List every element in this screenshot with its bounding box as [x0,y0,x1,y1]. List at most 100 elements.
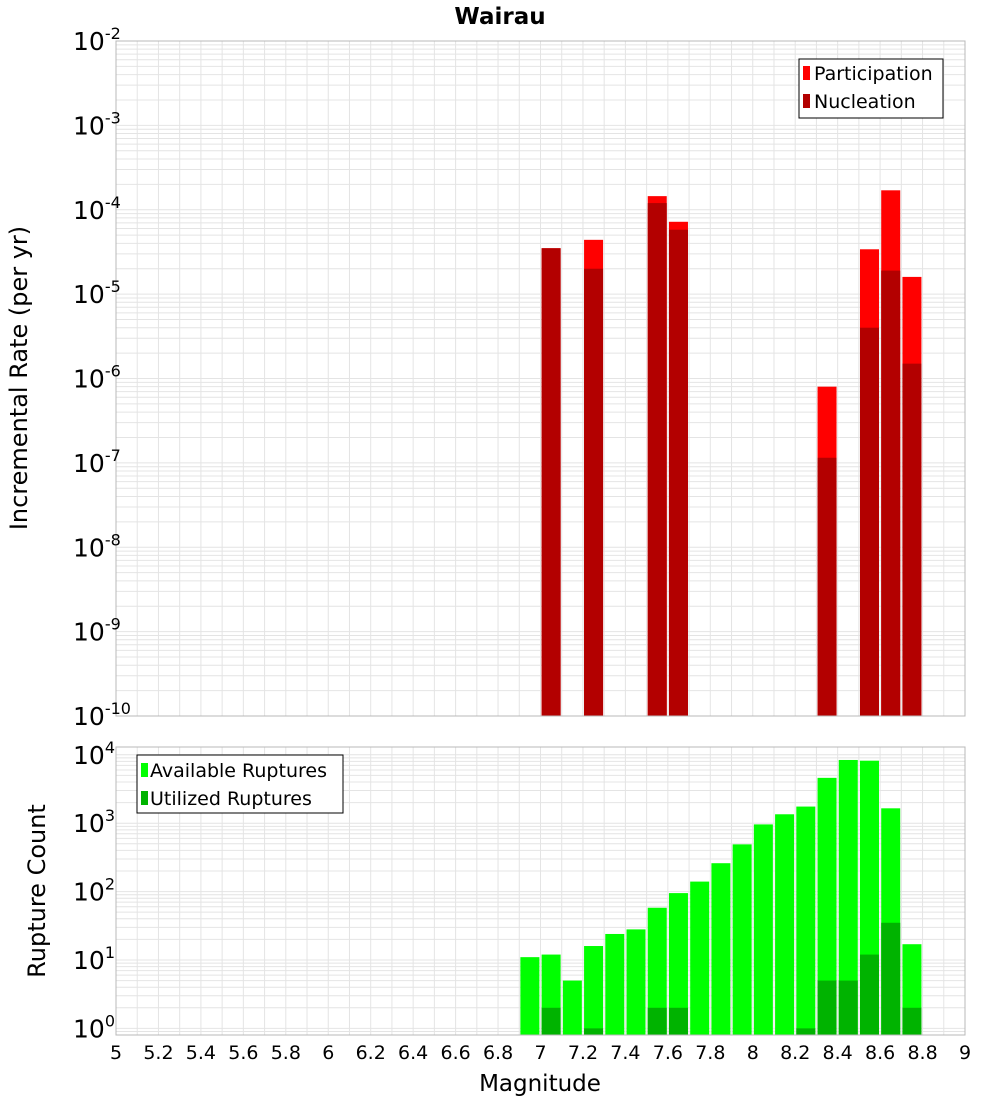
magnitude-tick-label: 7 [534,1042,546,1064]
magnitude-tick-label: 6.4 [398,1042,428,1064]
utilized-ruptures-bar [859,954,879,1035]
available-ruptures-bar [732,844,752,1035]
count-legend: Available Ruptures Utilized Ruptures [136,754,344,814]
tick-exponent: -2 [105,24,121,43]
tick-base: 10 [73,533,105,562]
rate-gridlines [115,41,966,717]
magnitude-tick-label: 6.8 [483,1042,513,1064]
tick-base: 10 [73,27,105,56]
utilized-legend-swatch [141,791,148,805]
tick-base: 10 [73,618,105,647]
nucleation-legend-label: Nucleation [814,91,916,113]
rate-y-tick-label: 10-4 [73,193,121,225]
nucleation-bar [584,268,604,716]
magnitude-tick-label: 8.8 [907,1042,937,1064]
count-y-tick-label: 101 [73,943,115,975]
count-y-tick-label: 103 [73,806,115,838]
tick-exponent: 2 [105,875,115,894]
nucleation-bar [881,270,901,716]
utilized-ruptures-bar [881,922,901,1035]
rate-y-tick-label: 10-8 [73,530,121,562]
tick-exponent: 0 [105,1011,115,1030]
nucleation-legend-swatch [803,94,810,108]
tick-base: 10 [73,702,105,731]
tick-exponent: -8 [105,530,121,549]
rate-plot-frame [115,40,966,717]
utilized-ruptures-bar [541,1007,561,1035]
tick-base: 10 [73,1014,105,1043]
participation-legend-label: Participation [814,63,933,85]
available-ruptures-bar [775,814,795,1035]
tick-base: 10 [73,449,105,478]
rate-y-axis-label: Incremental Rate (per yr) [5,226,33,530]
tick-base: 10 [73,280,105,309]
rate-y-tick-label: 10-2 [73,24,121,56]
tick-base: 10 [73,196,105,225]
tick-exponent: -9 [105,615,121,634]
magnitude-tick-label: 5.6 [228,1042,258,1064]
utilized-ruptures-bar [668,1007,688,1035]
participation-legend-swatch [803,66,810,80]
magnitude-tick-label: 7.6 [653,1042,683,1064]
rate-y-tick-label: 10-10 [73,699,131,731]
available-ruptures-bar [626,929,646,1035]
count-y-tick-label: 104 [73,738,115,770]
nucleation-bar [859,327,879,716]
tick-exponent: -10 [105,699,131,718]
magnitude-axis-label: Magnitude [479,1071,601,1097]
available-ruptures-bar [711,863,731,1035]
magnitude-tick-label: 5.4 [186,1042,216,1064]
available-ruptures-bar [647,907,667,1035]
tick-exponent: -7 [105,446,121,465]
utilized-legend-label: Utilized Ruptures [150,788,312,810]
magnitude-tick-label: 8.6 [865,1042,895,1064]
rate-y-tick-label: 10-3 [73,108,121,140]
magnitude-tick-label: 8.4 [823,1042,853,1064]
rate-y-tick-label: 10-6 [73,362,121,394]
tick-base: 10 [73,809,105,838]
tick-base: 10 [73,365,105,394]
available-ruptures-bar [796,806,816,1035]
nucleation-bar [647,203,667,716]
count-y-tick-label: 100 [73,1011,115,1043]
magnitude-tick-label: 6.6 [440,1042,470,1064]
available-ruptures-bar [520,957,540,1035]
nucleation-bar [902,363,922,716]
available-ruptures-bar [753,824,773,1035]
available-ruptures-bar [668,893,688,1035]
magnitude-tick-label: 5.2 [143,1042,173,1064]
tick-exponent: -3 [105,108,121,127]
available-ruptures-bar [562,980,582,1035]
available-ruptures-bar [584,946,604,1035]
rate-legend: Participation Nucleation [798,58,944,119]
utilized-ruptures-bar [838,980,858,1035]
rate-y-tick-label: 10-9 [73,615,121,647]
available-ruptures-bar [838,759,858,1035]
count-y-axis-label: Rupture Count [23,804,51,978]
magnitude-tick-label: 6 [322,1042,334,1064]
count-bars [520,759,922,1035]
chart-title: Wairau [454,4,545,30]
nucleation-bar [541,248,561,717]
magnitude-tick-label: 8.2 [780,1042,810,1064]
tick-base: 10 [73,878,105,907]
available-legend-label: Available Ruptures [150,760,327,782]
tick-exponent: 3 [105,806,115,825]
nucleation-bar [668,229,688,717]
magnitude-tick-label: 7.2 [568,1042,598,1064]
magnitude-tick-labels: 5 5.2 5.4 5.6 5.8 6 6.2 6.4 6.6 6.8 7 7.2 7.4 7.6 7.8 8… [110,1042,971,1064]
magnitude-tick-label: 7.8 [695,1042,725,1064]
magnitude-tick-label: 5 [110,1042,122,1064]
rate-y-tick-label: 10-7 [73,446,121,478]
magnitude-tick-label: 6.2 [356,1042,386,1064]
utilized-ruptures-bar [796,1028,816,1035]
tick-base: 10 [73,946,105,975]
tick-exponent: 4 [105,738,115,757]
tick-exponent: -4 [105,193,121,212]
tick-base: 10 [73,111,105,140]
available-ruptures-bar [605,933,625,1035]
count-plot-frame [115,746,966,1036]
magnitude-tick-label: 8 [747,1042,759,1064]
